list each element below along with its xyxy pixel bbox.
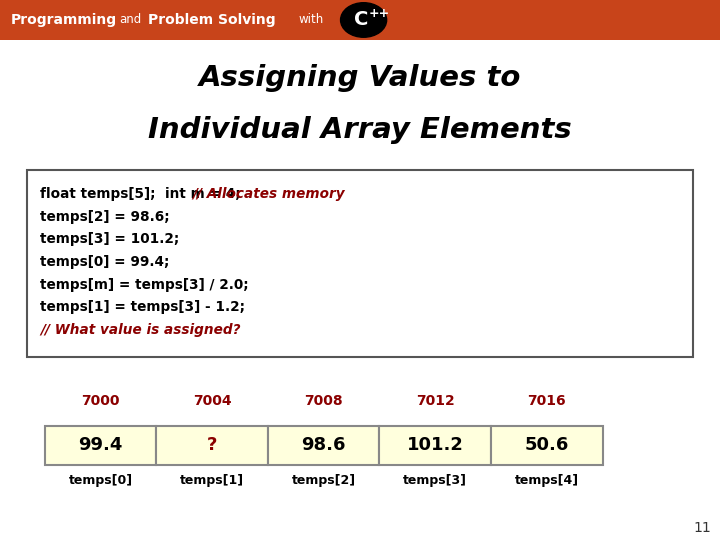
- Text: 7008: 7008: [305, 395, 343, 408]
- Text: C: C: [354, 10, 369, 30]
- Text: temps[2] = 98.6;: temps[2] = 98.6;: [40, 210, 170, 224]
- Text: temps[3]: temps[3]: [403, 474, 467, 487]
- Text: 7000: 7000: [81, 395, 120, 408]
- Text: // What value is assigned?: // What value is assigned?: [40, 322, 240, 336]
- Text: Assigning Values to: Assigning Values to: [199, 64, 521, 92]
- Text: 7012: 7012: [416, 395, 454, 408]
- Bar: [0, 0, 720, 40]
- Text: temps[1] = temps[3] - 1.2;: temps[1] = temps[3] - 1.2;: [40, 300, 246, 314]
- Text: temps[0]: temps[0]: [68, 474, 132, 487]
- Text: ?: ?: [207, 436, 217, 455]
- Text: temps[1]: temps[1]: [180, 474, 244, 487]
- Text: ++: ++: [369, 7, 390, 20]
- Text: // Allocates memory: // Allocates memory: [193, 187, 346, 201]
- Bar: [379, 426, 491, 465]
- Text: 101.2: 101.2: [407, 436, 464, 455]
- Text: temps[m] = temps[3] / 2.0;: temps[m] = temps[3] / 2.0;: [40, 278, 249, 292]
- Bar: [27, 170, 693, 357]
- Bar: [156, 426, 268, 465]
- Text: and: and: [119, 14, 141, 26]
- Text: float temps[5];  int m = 4;: float temps[5]; int m = 4;: [40, 187, 251, 201]
- Text: Programming: Programming: [11, 13, 117, 27]
- Text: 7016: 7016: [528, 395, 566, 408]
- Text: 50.6: 50.6: [525, 436, 569, 455]
- Text: temps[2]: temps[2]: [292, 474, 356, 487]
- Text: with: with: [299, 14, 324, 26]
- Text: Individual Array Elements: Individual Array Elements: [148, 116, 572, 144]
- Text: temps[4]: temps[4]: [515, 474, 579, 487]
- Bar: [45, 426, 156, 465]
- Text: 98.6: 98.6: [302, 436, 346, 455]
- Bar: [268, 426, 379, 465]
- Text: 99.4: 99.4: [78, 436, 122, 455]
- Text: Problem Solving: Problem Solving: [148, 13, 275, 27]
- Circle shape: [341, 3, 387, 37]
- Bar: [491, 426, 603, 465]
- Text: temps[0] = 99.4;: temps[0] = 99.4;: [40, 255, 170, 269]
- Text: 11: 11: [693, 521, 711, 535]
- Text: 7004: 7004: [193, 395, 231, 408]
- Text: temps[3] = 101.2;: temps[3] = 101.2;: [40, 232, 179, 246]
